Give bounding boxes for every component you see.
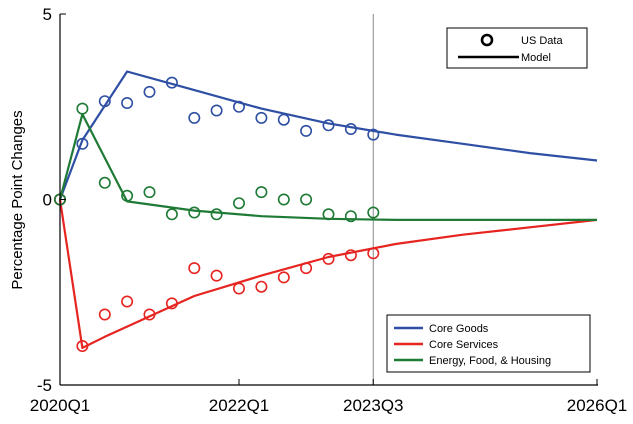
legend-data-label: US Data xyxy=(521,35,563,47)
data-point-0-8 xyxy=(233,100,246,113)
y-axis-title: Percentage Point Changes xyxy=(9,110,26,289)
legends: US Data Model Core Goods Core Services Energ… xyxy=(386,27,591,373)
data-point-1-11 xyxy=(300,262,313,275)
data-point-1-5 xyxy=(165,297,178,310)
data-point-0-2 xyxy=(98,95,111,108)
data-point-2-6 xyxy=(188,206,201,219)
y-tick-label: 5 xyxy=(43,5,52,24)
data-point-2-11 xyxy=(300,193,313,206)
data-point-2-7 xyxy=(210,208,223,221)
series-legend: Core Goods Core Services Energy, Food, & H… xyxy=(386,314,591,373)
x-tick-label: 2026Q1 xyxy=(567,396,628,415)
data-point-0-5 xyxy=(165,76,178,89)
data-point-2-2 xyxy=(98,176,111,189)
data-point-2-4 xyxy=(143,186,156,199)
data-point-2-9 xyxy=(255,186,268,199)
data-point-1-14 xyxy=(367,247,380,260)
legend-series-label: Core Services xyxy=(429,339,499,351)
data-point-1-3 xyxy=(121,295,134,308)
legend-data-marker-icon xyxy=(480,33,494,47)
plot-area xyxy=(53,14,598,385)
data-point-0-1 xyxy=(76,137,89,150)
legend-series-label: Core Goods xyxy=(429,323,489,335)
data-point-2-10 xyxy=(277,193,290,206)
data-point-1-8 xyxy=(233,282,246,295)
data-point-1-6 xyxy=(188,262,201,275)
data-point-2-8 xyxy=(233,197,246,210)
model-line-2 xyxy=(58,113,597,221)
data-point-1-1 xyxy=(76,339,89,352)
x-tick-label: 2022Q1 xyxy=(209,396,270,415)
data-point-2-3 xyxy=(121,189,134,202)
data-point-2-13 xyxy=(344,210,357,223)
marker-legend: US Data Model xyxy=(446,27,588,69)
data-point-1-13 xyxy=(344,249,357,262)
data-point-1-2 xyxy=(98,308,111,321)
data-point-1-4 xyxy=(143,308,156,321)
data-point-1-12 xyxy=(322,252,335,265)
model-line-0 xyxy=(58,70,598,200)
data-point-0-12 xyxy=(322,119,335,132)
legend-model-label: Model xyxy=(521,52,551,64)
data-point-2-1 xyxy=(76,102,89,115)
data-point-0-7 xyxy=(210,104,223,117)
marker-legend-box xyxy=(446,27,588,69)
data-point-0-14 xyxy=(367,128,380,141)
data-point-0-10 xyxy=(277,113,290,126)
data-point-0-6 xyxy=(188,111,201,124)
legend-series-label: Energy, Food, & Housing xyxy=(429,355,551,367)
x-tick-label: 2020Q1 xyxy=(30,396,91,415)
y-tick-label: 0 xyxy=(43,191,52,210)
data-point-1-10 xyxy=(277,271,290,284)
data-point-0-11 xyxy=(300,124,313,137)
data-point-1-7 xyxy=(210,269,223,282)
x-tick-label: 2023Q3 xyxy=(343,396,404,415)
data-point-2-14 xyxy=(367,206,380,219)
data-point-0-9 xyxy=(255,111,268,124)
data-point-2-12 xyxy=(322,208,335,221)
data-point-1-9 xyxy=(255,280,268,293)
data-point-0-4 xyxy=(143,85,156,98)
data-point-0-13 xyxy=(344,123,357,136)
data-point-2-5 xyxy=(165,208,178,221)
data-point-0-3 xyxy=(121,97,134,110)
model-line-1 xyxy=(58,199,598,349)
y-tick-label: -5 xyxy=(37,376,52,395)
